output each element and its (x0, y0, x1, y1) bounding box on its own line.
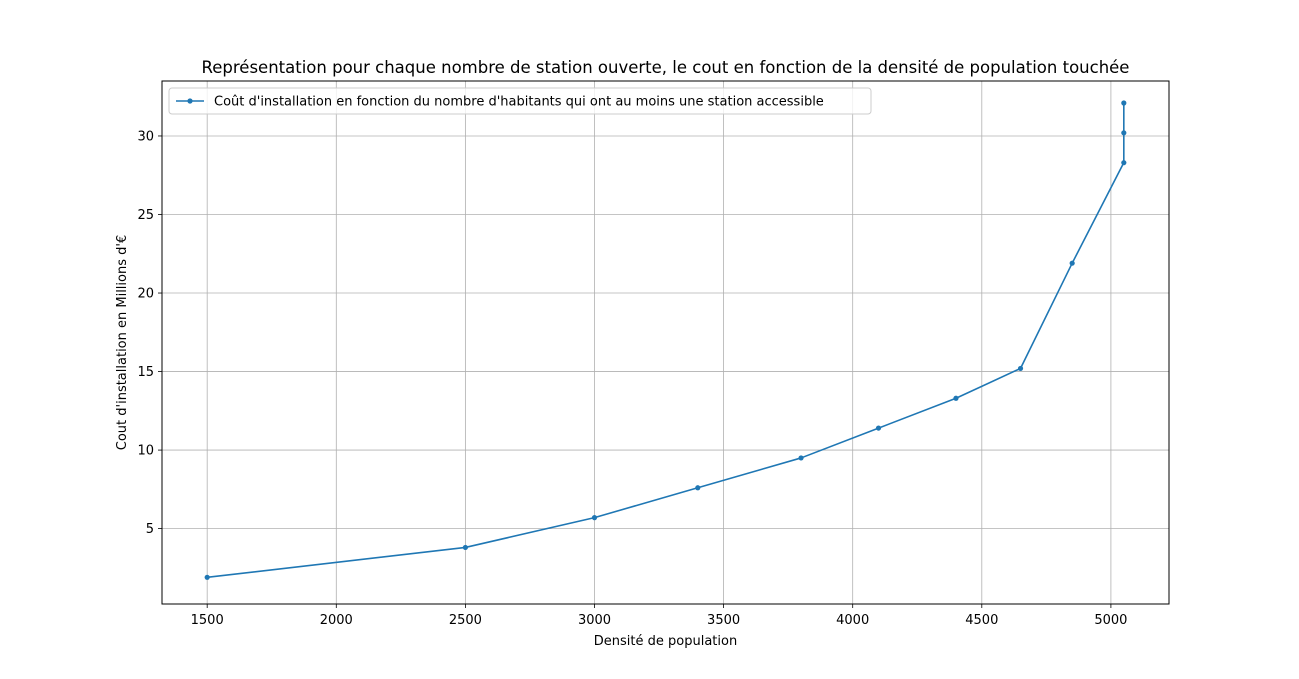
x-tick-label: 1500 (191, 613, 224, 628)
x-axis-label: Densité de population (594, 634, 737, 649)
x-tick-label: 4000 (836, 613, 869, 628)
legend: Coût d'installation en fonction du nombr… (168, 87, 872, 115)
chart-title: Représentation pour chaque nombre de sta… (202, 58, 1130, 77)
x-tick-label: 4500 (965, 613, 998, 628)
y-tick-label: 30 (137, 129, 154, 144)
ticks: 1500 2000 2500 3000 3500 4000 4500 5000 5 10 15 20 2… (137, 129, 1127, 628)
data-point (591, 515, 598, 521)
legend-box (168, 87, 872, 115)
y-tick-label: 15 (137, 365, 154, 380)
series-line (207, 102, 1125, 579)
data-point (1121, 130, 1127, 136)
legend-entry-label: Coût d'installation en fonction du nombr… (214, 95, 824, 110)
series-layer (204, 100, 1127, 580)
y-axis-label: Cout d'installation en Millions d'€ (115, 235, 130, 450)
y-tick-label: 10 (137, 444, 154, 459)
x-tick-label: 2500 (449, 613, 482, 628)
grid (162, 81, 1169, 604)
x-tick-label: 3500 (707, 613, 740, 628)
data-point (875, 425, 882, 431)
data-point (1121, 160, 1127, 166)
legend-marker-sample (187, 98, 193, 104)
y-tick-label: 25 (137, 208, 154, 223)
data-point (953, 395, 959, 401)
plot-area-frame (161, 80, 1170, 605)
x-tick-label: 3000 (578, 613, 611, 628)
data-point (1069, 260, 1075, 266)
data-point (462, 544, 468, 551)
data-point (695, 485, 701, 491)
x-tick-label: 5000 (1094, 613, 1127, 628)
data-point (204, 574, 210, 580)
y-tick-label: 20 (137, 287, 154, 302)
x-tick-label: 2000 (320, 613, 353, 628)
data-point (1121, 100, 1127, 106)
y-tick-label: 5 (146, 522, 154, 537)
data-point (798, 455, 804, 461)
data-point (1017, 365, 1024, 372)
